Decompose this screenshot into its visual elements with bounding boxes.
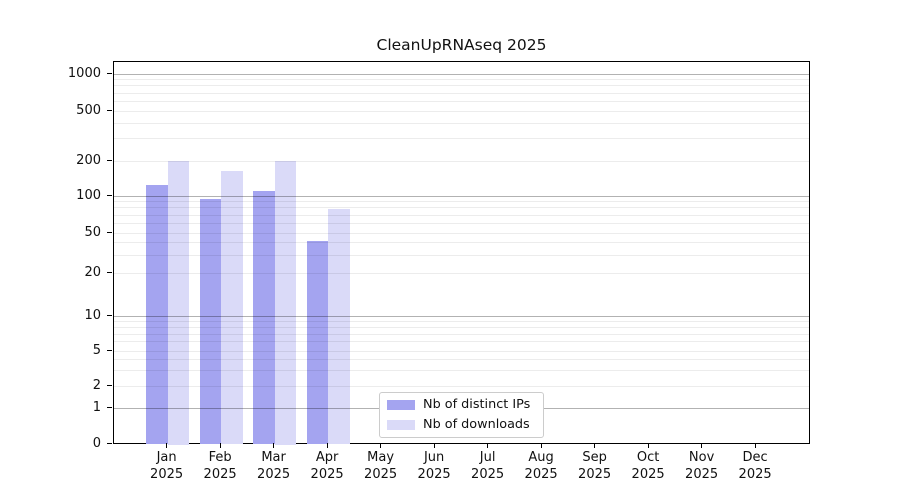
bar-downloads-mar <box>274 161 297 445</box>
minor-gridline-8 <box>114 326 809 328</box>
y-tick-label-5: 5 <box>92 342 101 358</box>
x-tick-label-apr: Apr 2025 <box>310 450 344 482</box>
x-tick-mar <box>273 443 275 448</box>
y-tick-5 <box>107 349 112 351</box>
x-tick-label-jan: Jan 2025 <box>150 450 184 482</box>
y-tick-label-1000: 1000 <box>67 65 101 81</box>
bar-downloads-apr <box>328 209 350 445</box>
y-tick-1000 <box>107 72 112 74</box>
bar-distinct-ips-feb <box>199 198 222 445</box>
x-tick-oct <box>647 443 649 448</box>
legend-swatch-downloads <box>387 420 415 430</box>
minor-gridline-700 <box>114 92 809 94</box>
y-tick-200 <box>107 159 112 161</box>
plot-area <box>113 61 810 445</box>
minor-gridline-50 <box>114 232 809 234</box>
y-tick-label-10: 10 <box>84 307 101 323</box>
minor-gridline-3 <box>114 370 809 371</box>
minor-gridline-600 <box>114 100 809 102</box>
x-tick-apr <box>326 443 328 448</box>
legend-label-downloads: Nb of downloads <box>423 417 530 432</box>
x-tick-jan <box>166 443 168 448</box>
x-tick-label-feb: Feb 2025 <box>203 450 237 482</box>
minor-gridline-20 <box>114 272 809 274</box>
x-tick-label-jun: Jun 2025 <box>417 450 451 482</box>
legend-label-distinct-ips: Nb of distinct IPs <box>423 397 531 412</box>
x-tick-label-nov: Nov 2025 <box>685 450 719 482</box>
bar-downloads-jan <box>167 161 190 445</box>
y-tick-label-0: 0 <box>92 436 101 451</box>
x-tick-label-sep: Sep 2025 <box>578 450 612 482</box>
minor-gridline-80 <box>114 207 809 209</box>
x-tick-label-dec: Dec 2025 <box>738 450 772 482</box>
y-tick-label-100: 100 <box>76 187 101 203</box>
minor-gridline-2 <box>114 385 809 387</box>
major-gridline-1000 <box>114 73 809 75</box>
major-gridline-100 <box>114 195 809 197</box>
minor-gridline-90 <box>114 201 809 203</box>
major-gridline-10 <box>114 315 809 317</box>
minor-gridline-70 <box>114 214 809 216</box>
minor-gridline-300 <box>114 138 809 140</box>
y-tick-label-200: 200 <box>76 152 101 168</box>
minor-gridline-5 <box>114 350 809 352</box>
x-tick-jul <box>487 443 489 448</box>
legend: Nb of distinct IPs Nb of downloads <box>379 392 544 438</box>
bar-distinct-ips-mar <box>253 191 275 445</box>
minor-gridline-500 <box>114 110 809 112</box>
y-tick-label-20: 20 <box>84 264 101 280</box>
y-tick-500 <box>107 109 112 111</box>
y-tick-0 <box>107 443 112 444</box>
bar-downloads-feb <box>221 170 243 445</box>
legend-item-distinct-ips: Nb of distinct IPs <box>387 397 543 413</box>
minor-gridline-800 <box>114 85 809 87</box>
bars-layer <box>114 62 809 445</box>
bar-distinct-ips-jan <box>146 184 168 445</box>
minor-gridline-200 <box>114 160 809 162</box>
y-tick-1 <box>107 406 112 408</box>
minor-gridline-7 <box>114 333 809 335</box>
y-tick-label-1: 1 <box>92 399 101 415</box>
x-tick-dec <box>754 443 756 448</box>
minor-gridline-9 <box>114 320 809 322</box>
x-tick-label-oct: Oct 2025 <box>631 450 665 482</box>
legend-swatch-distinct-ips <box>387 400 415 410</box>
y-tick-2 <box>107 384 112 386</box>
minor-gridline-900 <box>114 79 809 81</box>
x-tick-label-mar: Mar 2025 <box>257 450 291 482</box>
minor-gridline-60 <box>114 222 809 224</box>
chart-title: CleanUpRNAseq 2025 <box>376 36 547 54</box>
x-tick-aug <box>540 443 542 448</box>
minor-gridline-30 <box>114 254 809 256</box>
x-tick-label-jul: Jul 2025 <box>471 450 505 482</box>
y-tick-label-2: 2 <box>92 377 101 393</box>
x-tick-sep <box>594 443 596 448</box>
y-tick-100 <box>107 194 112 196</box>
x-tick-label-aug: Aug 2025 <box>524 450 558 482</box>
x-tick-jun <box>433 443 435 448</box>
grid-layer <box>114 62 809 443</box>
minor-gridline-6 <box>114 341 809 343</box>
y-tick-20 <box>107 271 112 273</box>
minor-gridline-40 <box>114 242 809 244</box>
minor-gridline-4 <box>114 359 809 361</box>
y-tick-label-500: 500 <box>76 102 101 118</box>
y-tick-50 <box>107 231 112 233</box>
x-tick-feb <box>219 443 221 448</box>
y-tick-label-50: 50 <box>84 224 101 240</box>
minor-gridline-400 <box>114 122 809 124</box>
legend-item-downloads: Nb of downloads <box>387 417 543 433</box>
x-tick-may <box>380 443 382 448</box>
x-tick-nov <box>701 443 703 448</box>
y-tick-10 <box>107 314 112 316</box>
bar-distinct-ips-apr <box>306 240 329 445</box>
x-tick-label-may: May 2025 <box>364 450 398 482</box>
